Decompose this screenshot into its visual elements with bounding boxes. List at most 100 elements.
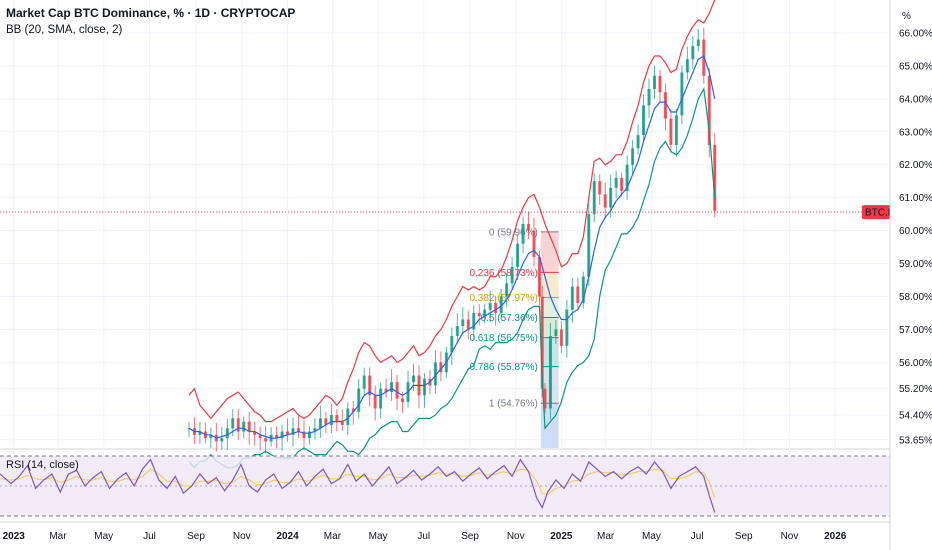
candle-body	[307, 431, 311, 439]
candle-body	[543, 388, 547, 409]
candle-body	[335, 415, 339, 422]
candle-body	[499, 296, 503, 313]
y-tick-label: 54.40%	[899, 411, 932, 422]
x-tick-label: Sep	[187, 531, 205, 542]
chart-title[interactable]: Market Cap BTC Dominance, % · 1D · CRYPT…	[6, 6, 296, 20]
candle-body	[691, 46, 695, 60]
fib-level-label: 0.618 (56.75%)	[469, 333, 537, 344]
candle-body	[581, 276, 585, 304]
x-tick-label: Jul	[691, 531, 704, 542]
fib-level-label: 0 (59.96%)	[489, 227, 538, 238]
candle-body	[313, 428, 317, 432]
candle-body	[461, 319, 465, 327]
candle-body	[603, 194, 607, 208]
y-tick-label: 65.00%	[899, 61, 932, 72]
candle-body	[554, 329, 558, 336]
price-candles	[187, 27, 717, 454]
candle-body	[570, 286, 574, 310]
y-tick-label: 59.00%	[899, 259, 932, 270]
candle-body	[674, 115, 678, 145]
y-tick-label: 61.00%	[899, 193, 932, 204]
x-tick-label: Jul	[417, 531, 430, 542]
candle-body	[450, 336, 454, 353]
candle-body	[324, 418, 328, 425]
candle-body	[412, 375, 416, 383]
bb-line-basis	[188, 55, 716, 439]
candle-body	[598, 181, 602, 195]
candle-body	[302, 431, 306, 439]
candle-body	[565, 309, 569, 346]
x-tick-label: May	[642, 531, 661, 542]
fib-level-label: 0.382 (57.97%)	[469, 293, 537, 304]
candle-body	[209, 434, 213, 439]
price-axis[interactable]: 66.00% 65.00% 64.00% 63.00% 62.00% 61.00% 60.0…	[889, 0, 932, 550]
rsi-pane[interactable]: 75.0050.00	[0, 452, 924, 517]
candle-body	[642, 105, 646, 136]
candle-body	[505, 283, 509, 297]
bb-indicator-legend[interactable]: BB (20, SMA, close, 2)	[6, 24, 123, 36]
candle-body	[357, 388, 361, 412]
candle-body	[680, 72, 684, 116]
candle-body	[592, 181, 596, 215]
fib-zone	[540, 317, 559, 338]
candle-body	[231, 418, 235, 429]
candle-body	[527, 224, 531, 231]
bb-line-upper	[188, 0, 716, 423]
candle-body	[362, 375, 366, 389]
x-tick-label: May	[94, 531, 113, 542]
y-tick-label: 60.00%	[899, 226, 932, 237]
candle-body	[466, 319, 470, 330]
candle-body	[220, 438, 224, 442]
candle-body	[707, 75, 711, 145]
fib-zone	[540, 403, 559, 448]
candle-body	[658, 75, 662, 93]
candle-body	[318, 418, 322, 429]
candle-body	[225, 428, 229, 439]
y-tick-label: 56.00%	[899, 358, 932, 369]
candle-body	[373, 395, 377, 409]
candle-body	[614, 177, 618, 188]
candle-body	[631, 148, 635, 165]
fibonacci-retracement[interactable]: 0 (59.96%) 0.236 (58.73%) 0.382 (57.97%) 0.…	[469, 227, 559, 448]
candle-body	[510, 266, 514, 284]
candle-body	[379, 388, 383, 409]
time-axis[interactable]: 2023 Mar May Jul Sep Nov 2024 Mar May Jul Sep Nov 20…	[3, 531, 847, 542]
y-tick-label: 58.00%	[899, 292, 932, 303]
candle-body	[439, 362, 443, 373]
candle-body	[242, 421, 246, 432]
candle-body	[401, 398, 405, 402]
candle-body	[253, 431, 257, 435]
candle-body	[198, 431, 202, 435]
candle-body	[548, 336, 552, 409]
last-price-line: BTC.D60.56%	[0, 205, 932, 220]
candle-body	[494, 303, 498, 313]
rsi-line	[0, 458, 716, 513]
candle-body	[587, 214, 591, 277]
y-tick-label: 66.00%	[899, 28, 932, 39]
candle-body	[395, 382, 399, 399]
candle-body	[433, 362, 437, 386]
candle-body	[351, 408, 355, 412]
candle-body	[368, 375, 372, 396]
candle-body	[346, 408, 350, 425]
candle-body	[236, 418, 240, 432]
candle-body	[576, 286, 580, 304]
x-tick-label: Mar	[324, 531, 342, 542]
bollinger-bands	[188, 0, 716, 469]
candle-body	[713, 144, 717, 211]
candle-body	[685, 59, 689, 73]
y-tick-label: 57.00%	[899, 325, 932, 336]
rsi-indicator-legend[interactable]: RSI (14, close)	[6, 459, 79, 471]
x-tick-label: Jul	[143, 531, 156, 542]
bb-line-lower	[188, 87, 716, 469]
x-tick-label: 2025	[550, 531, 573, 542]
candle-body	[384, 388, 388, 392]
candle-body	[516, 243, 520, 267]
candle-body	[483, 309, 487, 317]
candle-body	[532, 230, 536, 257]
candle-body	[329, 415, 333, 425]
candle-body	[340, 421, 344, 425]
candle-body	[247, 421, 251, 432]
candle-body	[669, 118, 673, 145]
